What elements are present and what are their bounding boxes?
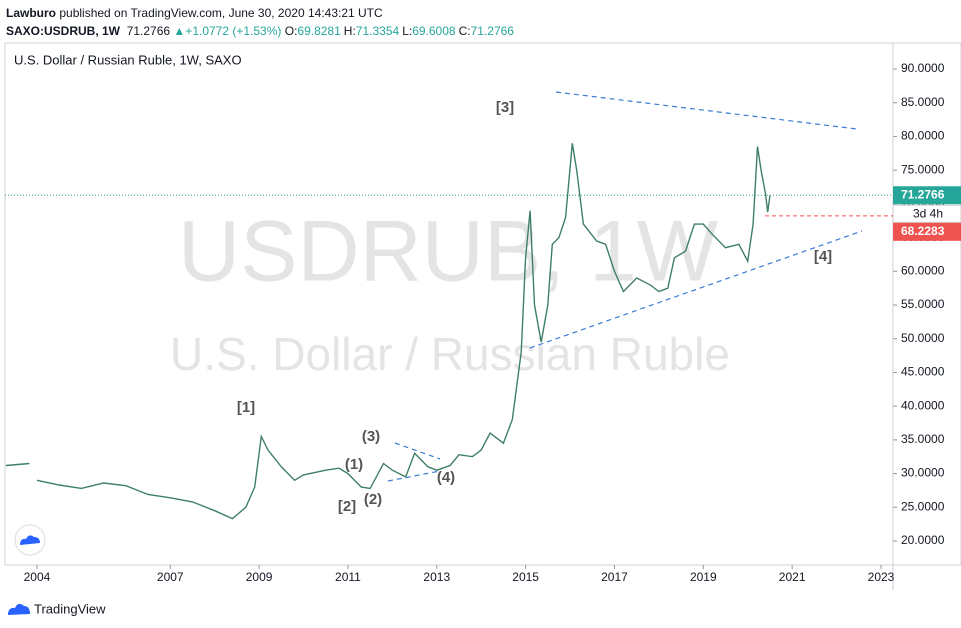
y-tick-label: 35.0000 <box>901 432 945 446</box>
y-tick-label: 60.0000 <box>901 263 945 277</box>
symbol-line: SAXO:USDRUB, 1W 71.2766 ▲+1.0772 (+1.53%… <box>6 22 517 40</box>
y-tick-label: 45.0000 <box>901 365 945 379</box>
symbol: SAXO:USDRUB, 1W <box>6 24 121 38</box>
annotation: (4) <box>437 469 455 486</box>
x-tick-label: 2013 <box>423 570 450 584</box>
y-tick-label: 30.0000 <box>901 466 945 480</box>
last-price-label: 71.2766 <box>901 187 945 201</box>
ohlc-label: O: <box>284 24 298 38</box>
annotation: [4] <box>814 248 832 265</box>
y-tick-label: 85.0000 <box>901 95 945 109</box>
ohlc: O:69.8281 H:71.3354 L:69.6008 C:71.2766 <box>285 24 517 38</box>
annotation: (2) <box>364 491 382 508</box>
x-tick-label: 2017 <box>601 570 628 584</box>
y-tick-label: 90.0000 <box>901 61 945 75</box>
ohlc-label: C: <box>458 24 471 38</box>
trendline <box>555 91 858 130</box>
ohlc-value: 71.2766 <box>470 24 514 38</box>
marked-price-tag <box>893 222 961 241</box>
x-tick-label: 2015 <box>512 570 539 584</box>
x-tick-label: 2019 <box>690 570 717 584</box>
annotations: [3] [1] [2] (1) (2) (3) (4) [4] <box>237 99 832 515</box>
header: Lawburo published on TradingView.com, Ju… <box>6 4 517 40</box>
marked-price-label: 68.2283 <box>901 224 945 238</box>
frame <box>4 42 961 566</box>
x-tick-label: 2009 <box>246 570 273 584</box>
publish-line: Lawburo published on TradingView.com, Ju… <box>6 4 517 22</box>
annotation: [2] <box>338 498 356 515</box>
change: +1.0772 (+1.53%) <box>185 24 282 38</box>
y-tick-label: 55.0000 <box>901 297 945 311</box>
logo: TradingView <box>8 524 106 616</box>
annotation: (1) <box>345 456 363 473</box>
x-tick-label: 2023 <box>868 570 895 584</box>
published: published on TradingView.com, June 30, 2… <box>59 6 383 20</box>
price-line <box>5 143 771 520</box>
brand: TradingView <box>34 601 106 616</box>
ohlc-value: 69.6008 <box>412 24 456 38</box>
countdown-tag <box>892 204 961 223</box>
logo-cloud <box>20 535 40 545</box>
trendline <box>394 442 441 460</box>
annotation: [3] <box>496 99 514 116</box>
watermark: USDRUB, 1W <box>178 204 718 300</box>
y-tick-label: 75.0000 <box>901 162 945 176</box>
publisher: Lawburo <box>6 6 56 20</box>
x-tick-label: 2004 <box>24 570 51 584</box>
chart-title: U.S. Dollar / Russian Ruble, 1W, SAXO <box>14 52 242 67</box>
ohlc-value: 71.3354 <box>355 24 400 38</box>
trendline <box>529 230 863 349</box>
annotation: (3) <box>362 428 380 445</box>
x-tick-label: 2021 <box>779 570 806 584</box>
annotation: [1] <box>237 399 255 416</box>
y-tick-label: 50.0000 <box>901 331 945 345</box>
countdown: 3d 4h <box>913 206 943 220</box>
ohlc-label: L: <box>402 24 413 38</box>
watermark-sub: U.S. Dollar / Russian Ruble <box>170 328 730 380</box>
ohlc-label: H: <box>343 24 356 38</box>
y-tick-label: 80.0000 <box>901 129 945 143</box>
trendlines <box>387 91 863 482</box>
x-tick-label: 2011 <box>335 570 361 584</box>
ohlc-value: 69.8281 <box>297 24 341 38</box>
y-tick-label: 25.0000 <box>901 499 945 513</box>
change-arrow: ▲ <box>173 24 186 38</box>
last-price-tag <box>893 186 961 205</box>
footer-logo <box>8 603 30 615</box>
price: 71.2766 <box>126 24 171 38</box>
x-tick-label: 2007 <box>157 570 184 584</box>
y-tick-label: 40.0000 <box>901 398 945 412</box>
y-tick-label: 20.0000 <box>901 533 945 547</box>
